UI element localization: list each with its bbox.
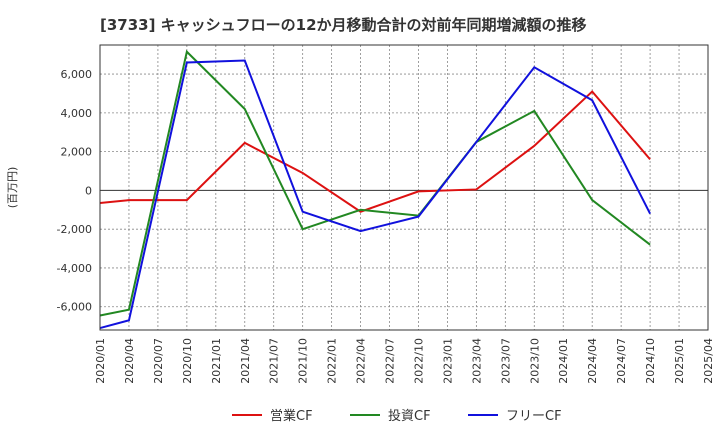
- legend: 営業CF 投資CF フリーCF: [232, 408, 562, 424]
- y-tick-label: 0: [85, 184, 92, 197]
- x-tick-label: 2020/04: [123, 338, 136, 384]
- y-tick-label: -6,000: [57, 301, 92, 314]
- x-tick-label: 2021/01: [210, 338, 223, 384]
- x-tick-label: 2022/10: [412, 338, 425, 384]
- x-tick-label: 2023/04: [470, 338, 483, 384]
- y-tick-label: -2,000: [57, 223, 92, 236]
- legend-label-1: 投資CF: [388, 408, 431, 424]
- x-tick-label: 2025/01: [673, 338, 686, 384]
- x-tick-label: 2021/04: [239, 338, 252, 384]
- chart-title: [3733] キャッシュフローの12か月移動合計の対前年同期増減額の推移: [100, 16, 587, 34]
- series-line-2: [99, 59, 651, 330]
- y-tick-label: -4,000: [57, 262, 92, 275]
- y-axis-label: (百万円): [6, 167, 19, 209]
- series-lines: [99, 49, 651, 330]
- y-tick-label: 6,000: [61, 68, 93, 81]
- x-tick-label: 2023/07: [499, 338, 512, 384]
- legend-label-2: フリーCF: [506, 409, 562, 424]
- x-tick-label: 2024/07: [615, 338, 628, 384]
- y-axis-ticks: 6,000 4,000 2,000 0 -2,000 -4,000 -6,000: [57, 68, 92, 314]
- x-tick-label: 2024/10: [644, 338, 657, 384]
- x-tick-label: 2024/04: [586, 338, 599, 384]
- y-tick-label: 4,000: [61, 107, 93, 120]
- series-line-1: [99, 49, 651, 317]
- series-line-0: [99, 90, 651, 213]
- x-tick-label: 2023/01: [441, 338, 454, 384]
- x-tick-label: 2020/10: [181, 338, 194, 384]
- plot-frame: [99, 44, 709, 331]
- x-tick-label: 2021/10: [297, 338, 310, 384]
- x-tick-label: 2020/07: [152, 338, 165, 384]
- x-tick-label: 2025/04: [702, 338, 715, 384]
- x-tick-label: 2020/01: [94, 338, 107, 384]
- y-tick-label: 2,000: [61, 146, 93, 159]
- x-tick-label: 2021/07: [268, 338, 281, 384]
- x-axis-ticks: 2020/01 2020/04 2020/07 2020/10 2021/01 2021/…: [94, 338, 715, 384]
- x-tick-label: 2022/07: [384, 338, 397, 384]
- grid: [100, 45, 708, 330]
- x-tick-label: 2022/04: [355, 338, 368, 384]
- x-tick-label: 2022/01: [326, 338, 339, 384]
- x-tick-label: 2024/01: [557, 338, 570, 384]
- legend-label-0: 営業CF: [270, 408, 313, 424]
- x-tick-label: 2023/10: [528, 338, 541, 384]
